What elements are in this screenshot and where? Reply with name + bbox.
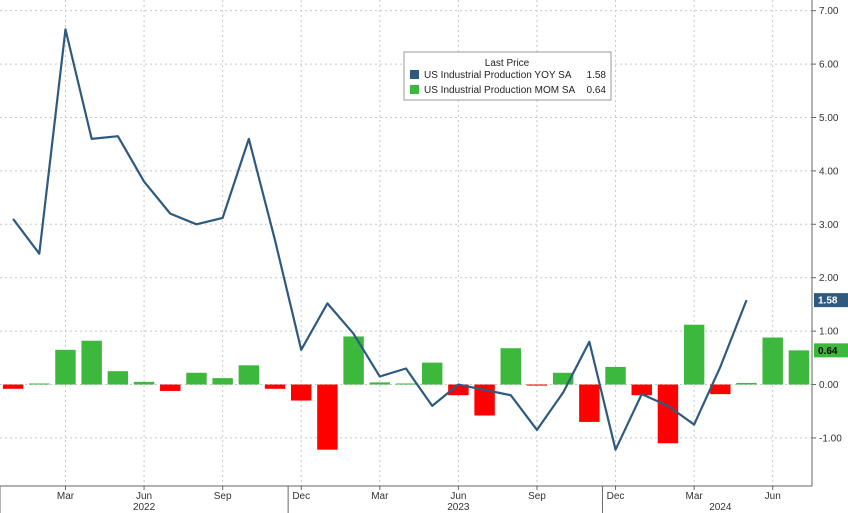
mom-bar	[605, 366, 626, 385]
mom-bar	[736, 382, 757, 385]
x-tick-label: Mar	[371, 491, 389, 502]
mom-bar	[212, 378, 233, 385]
legend-label-yoy: US Industrial Production YOY SA	[424, 70, 572, 81]
mom-bars	[2, 324, 810, 450]
legend-box	[403, 51, 612, 101]
yoy-line	[12, 28, 748, 451]
mom-bar	[29, 383, 50, 385]
x-tick-label: Sep	[528, 491, 546, 502]
mom-bar	[264, 384, 286, 389]
y-tick-label: 7.00	[819, 6, 839, 17]
mom-bar	[421, 362, 443, 385]
mom-bar	[631, 384, 652, 396]
legend-value-yoy: 1.58	[587, 70, 607, 81]
mom-bar	[186, 372, 207, 385]
mom-bar	[552, 372, 574, 385]
mom-bar	[107, 371, 129, 385]
legend: Last Price US Industrial Production YOY …	[403, 51, 612, 101]
x-tick-label: Dec	[607, 491, 625, 502]
year-label: 2024	[709, 502, 732, 513]
y-axis: 7.00 6.00 5.00 4.00 3.00 2.00 1.00 0.00 -1.00	[811, 0, 842, 486]
mom-bar	[474, 384, 495, 416]
mom-bar	[133, 381, 155, 385]
mom-bar	[238, 365, 260, 385]
y-tick-label: 2.00	[819, 273, 839, 284]
mom-bar	[395, 383, 417, 385]
last-value-badge	[814, 293, 848, 308]
y-tick-label: 0.00	[819, 380, 839, 391]
mom-bar	[291, 384, 312, 401]
legend-swatch-yoy	[410, 70, 419, 79]
x-tick-label: Sep	[214, 491, 232, 502]
x-tick-label: Jun	[765, 491, 781, 502]
mom-bar	[526, 384, 548, 386]
year-label: 2023	[447, 502, 470, 513]
x-tick-label: Jun	[136, 491, 152, 502]
mom-bar	[343, 336, 364, 385]
mom-bar	[788, 350, 810, 385]
y-tick-label: 3.00	[819, 220, 839, 231]
y-tick-label: 1.00	[819, 327, 839, 338]
mom-bar	[448, 384, 469, 396]
mom-bar	[762, 337, 783, 385]
x-tick-label: Dec	[292, 491, 310, 502]
legend-label-mom: US Industrial Production MOM SA	[424, 85, 575, 96]
x-tick-label: Mar	[686, 491, 704, 502]
mom-bar	[710, 384, 731, 395]
y-tick-label: 5.00	[819, 113, 839, 124]
mom-bar	[369, 382, 391, 385]
mom-bar	[317, 384, 338, 450]
yoy-line-path	[12, 28, 748, 451]
x-tick-label: Jun	[450, 491, 466, 502]
legend-title: Last Price	[485, 58, 530, 69]
mom-bar	[55, 349, 76, 385]
last-value-badges: 1.58 0.64	[814, 293, 848, 358]
legend-swatch-mom	[410, 85, 419, 94]
last-value-badge	[814, 343, 848, 358]
mom-bar	[2, 384, 24, 389]
last-value-badge-label: 0.64	[818, 346, 838, 357]
y-tick-label: 4.00	[819, 166, 839, 177]
mom-bar	[657, 384, 679, 444]
mom-bar	[579, 384, 600, 422]
mom-bar	[81, 340, 102, 385]
mom-bar	[683, 324, 705, 385]
x-tick-label: Mar	[57, 491, 75, 502]
legend-value-mom: 0.64	[587, 85, 607, 96]
mom-bar	[500, 348, 521, 385]
last-value-badge-label: 1.58	[818, 296, 838, 307]
year-label: 2022	[133, 502, 156, 513]
mom-bar	[160, 384, 181, 391]
y-tick-label: -1.00	[819, 433, 842, 444]
y-tick-label: 6.00	[819, 60, 839, 71]
